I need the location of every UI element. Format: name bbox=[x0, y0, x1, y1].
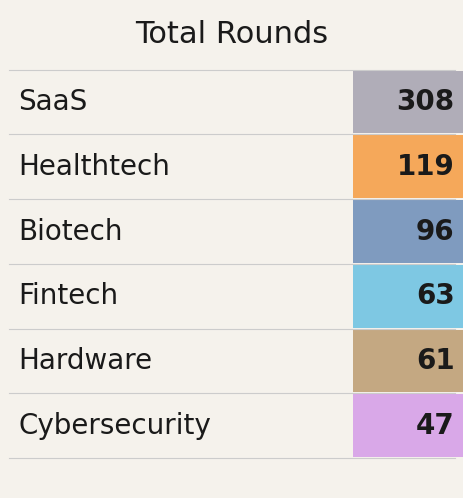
Text: Healthtech: Healthtech bbox=[19, 153, 170, 181]
Text: 308: 308 bbox=[396, 88, 454, 116]
Text: 96: 96 bbox=[415, 218, 454, 246]
Text: 47: 47 bbox=[415, 412, 454, 440]
Text: Cybersecurity: Cybersecurity bbox=[19, 412, 211, 440]
Bar bbox=[352, 394, 463, 457]
Bar bbox=[352, 265, 463, 328]
Bar bbox=[352, 200, 463, 263]
Text: 119: 119 bbox=[396, 153, 454, 181]
Text: SaaS: SaaS bbox=[19, 88, 88, 116]
Text: 61: 61 bbox=[415, 347, 454, 375]
Bar bbox=[352, 330, 463, 392]
Text: Total Rounds: Total Rounds bbox=[135, 20, 328, 49]
Bar bbox=[352, 71, 463, 133]
Text: Fintech: Fintech bbox=[19, 282, 119, 310]
Text: Biotech: Biotech bbox=[19, 218, 123, 246]
Text: 63: 63 bbox=[415, 282, 454, 310]
Bar bbox=[352, 135, 463, 198]
Text: Hardware: Hardware bbox=[19, 347, 152, 375]
